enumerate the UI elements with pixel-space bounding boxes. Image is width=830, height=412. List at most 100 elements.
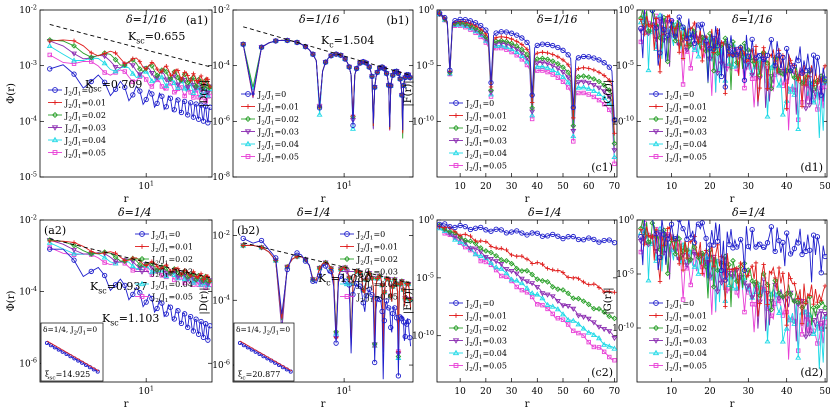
y-tick-label: 10-2: [19, 3, 37, 16]
x-axis-label: r: [321, 194, 326, 205]
data-point: [581, 65, 586, 70]
legend-label: J2/J1=0: [257, 90, 286, 101]
data-point: [550, 42, 556, 49]
inset-label: δ=1/4, J2/J1=0: [236, 325, 290, 336]
data-point: [806, 331, 813, 337]
data-point: [437, 10, 443, 16]
data-point: [586, 339, 591, 345]
legend-label: J2/J1=0.04: [151, 280, 193, 291]
data-point: [483, 27, 489, 33]
legend-label: J2/J1=0.02: [64, 111, 106, 122]
data-point: [273, 255, 279, 261]
data-point: [519, 35, 525, 41]
legend-label: J2/J1=0.03: [151, 268, 193, 279]
x-axis-label: r: [730, 194, 735, 205]
data-point: [596, 239, 602, 245]
data-point: [136, 265, 143, 271]
data-point: [333, 340, 339, 346]
legend-label: J2/J1=0.04: [665, 140, 707, 151]
legend-label: J2/J1=0.04: [465, 349, 507, 360]
data-point: [711, 264, 716, 269]
legend-marker: [244, 140, 252, 147]
data-point: [149, 295, 155, 302]
data-point: [680, 226, 686, 232]
data-point: [565, 316, 572, 322]
data-point: [503, 42, 510, 48]
legend-label: J2/J1=0.02: [465, 324, 507, 335]
data-point: [570, 317, 577, 323]
delta-label: δ=1/16: [537, 13, 578, 26]
data-point: [811, 302, 816, 307]
data-point: [565, 303, 572, 310]
x-tick-label: 40: [532, 182, 544, 192]
data-point: [198, 281, 205, 287]
data-point: [361, 288, 366, 293]
data-point: [182, 70, 187, 75]
data-point: [795, 354, 802, 360]
inset-fit-line: [239, 340, 293, 372]
data-point: [472, 25, 479, 32]
legend-marker: [453, 113, 459, 118]
inset-line: [239, 342, 291, 372]
legend-label: J2/J1=0.01: [151, 243, 193, 254]
data-point: [545, 50, 550, 56]
legend-marker: [652, 338, 660, 344]
data-point: [549, 284, 556, 290]
data-point: [372, 84, 378, 90]
data-point: [611, 148, 617, 154]
data-point: [555, 316, 561, 321]
data-point: [688, 66, 693, 71]
y-tick-label: 100: [618, 213, 634, 226]
data-point: [730, 267, 736, 273]
data-point: [163, 82, 170, 88]
data-point: [554, 306, 561, 312]
data-point: [513, 49, 520, 55]
data-point: [545, 266, 550, 271]
data-point: [154, 75, 161, 81]
data-point: [540, 50, 545, 55]
data-point: [649, 10, 656, 13]
data-point: [580, 84, 587, 90]
data-point: [788, 276, 793, 281]
data-point: [703, 38, 709, 44]
y-axis-label: |F(r)|: [403, 288, 414, 314]
x-tick-label: 70: [609, 387, 621, 397]
data-point: [130, 291, 136, 298]
data-point: [477, 28, 484, 35]
data-point: [791, 63, 798, 69]
data-point: [814, 234, 821, 240]
data-point: [695, 39, 702, 45]
data-point: [753, 44, 759, 49]
data-point: [181, 71, 188, 78]
data-point: [737, 236, 744, 243]
data-point: [822, 63, 827, 69]
data-point: [730, 257, 736, 264]
data-point: [188, 273, 193, 279]
data-point: [205, 77, 211, 82]
data-point: [645, 277, 652, 283]
data-point: [657, 17, 664, 23]
data-point: [172, 89, 177, 95]
data-point: [204, 90, 211, 97]
data-point: [657, 50, 663, 56]
data-point: [207, 323, 212, 329]
data-point: [819, 298, 824, 303]
data-point: [499, 45, 504, 51]
data-point: [768, 306, 775, 313]
legend-label: J2/J1=0: [151, 230, 180, 241]
data-point: [488, 244, 494, 249]
data-point: [174, 82, 181, 88]
data-point: [294, 39, 300, 46]
data-point: [513, 47, 520, 53]
data-point: [518, 52, 525, 59]
inset: δ=1/4, J2/J1=0 ξc=20.877: [233, 322, 295, 381]
legend-label: J2/J1=0: [665, 90, 694, 101]
data-point: [540, 68, 545, 73]
data-point: [591, 236, 597, 243]
data-point: [672, 34, 679, 40]
data-point: [322, 263, 329, 269]
data-point: [757, 85, 763, 91]
data-point: [493, 253, 499, 259]
data-point: [611, 345, 617, 351]
legend-label: J2/J1=0.01: [465, 312, 507, 323]
